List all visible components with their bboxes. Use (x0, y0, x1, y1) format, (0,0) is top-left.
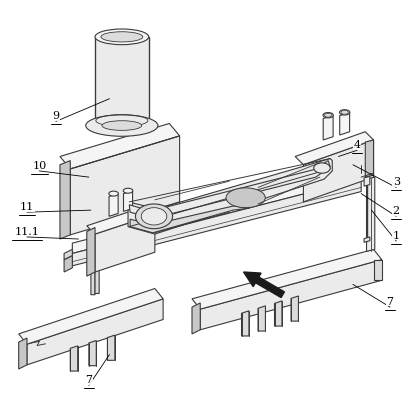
Polygon shape (89, 341, 96, 366)
Polygon shape (374, 260, 382, 280)
Polygon shape (123, 191, 133, 212)
Polygon shape (241, 311, 249, 336)
Text: 1: 1 (393, 230, 400, 240)
Polygon shape (87, 206, 155, 235)
Polygon shape (192, 250, 382, 309)
Polygon shape (367, 178, 375, 252)
Ellipse shape (109, 192, 118, 197)
Ellipse shape (101, 33, 143, 43)
Polygon shape (200, 260, 382, 330)
Polygon shape (95, 270, 99, 294)
Polygon shape (129, 161, 330, 219)
Ellipse shape (95, 30, 149, 45)
Polygon shape (70, 346, 78, 371)
Polygon shape (64, 250, 72, 260)
Text: 11.1: 11.1 (15, 226, 39, 236)
Polygon shape (258, 306, 266, 331)
Polygon shape (108, 335, 115, 361)
Polygon shape (365, 141, 374, 178)
Text: 7: 7 (387, 296, 394, 306)
Ellipse shape (339, 110, 350, 116)
Polygon shape (60, 161, 70, 240)
Text: 3: 3 (393, 177, 400, 187)
Ellipse shape (123, 189, 133, 194)
Text: 10: 10 (32, 160, 46, 170)
Polygon shape (91, 271, 95, 295)
Polygon shape (87, 228, 95, 276)
Ellipse shape (102, 121, 142, 131)
Polygon shape (128, 159, 332, 235)
Polygon shape (364, 237, 370, 243)
Ellipse shape (314, 164, 330, 174)
Polygon shape (60, 124, 180, 169)
Text: 7: 7 (85, 375, 92, 385)
Polygon shape (64, 256, 72, 272)
FancyArrow shape (244, 272, 284, 298)
Polygon shape (364, 177, 370, 187)
Polygon shape (19, 338, 27, 369)
Ellipse shape (141, 208, 167, 225)
Text: 11: 11 (20, 202, 34, 211)
Text: 2: 2 (393, 206, 400, 216)
Polygon shape (70, 137, 180, 235)
Polygon shape (340, 113, 349, 136)
Ellipse shape (324, 114, 332, 118)
Polygon shape (130, 206, 250, 233)
Polygon shape (323, 116, 333, 141)
Ellipse shape (226, 188, 265, 208)
Ellipse shape (341, 111, 348, 115)
Text: 4: 4 (354, 140, 361, 150)
Polygon shape (304, 141, 374, 202)
Polygon shape (192, 303, 200, 334)
Polygon shape (19, 289, 163, 344)
Ellipse shape (86, 116, 158, 137)
Polygon shape (72, 169, 361, 254)
Ellipse shape (136, 204, 173, 229)
Polygon shape (274, 301, 282, 326)
Polygon shape (109, 194, 118, 217)
Polygon shape (95, 38, 149, 122)
Polygon shape (27, 299, 163, 365)
Polygon shape (95, 215, 155, 272)
Polygon shape (72, 180, 361, 266)
Polygon shape (295, 133, 374, 165)
Text: 9: 9 (52, 111, 59, 121)
Ellipse shape (323, 113, 333, 119)
Polygon shape (291, 296, 299, 321)
